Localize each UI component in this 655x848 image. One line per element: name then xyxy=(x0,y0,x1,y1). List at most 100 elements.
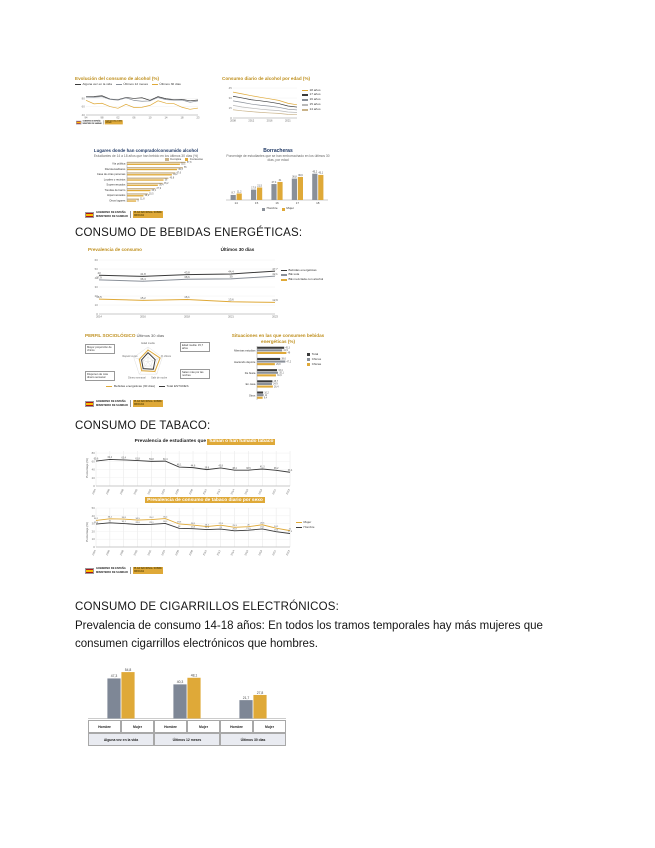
svg-text:2016: 2016 xyxy=(267,118,273,122)
svg-text:16,1: 16,1 xyxy=(184,295,190,299)
svg-text:2012: 2012 xyxy=(248,118,254,122)
svg-text:22,4: 22,4 xyxy=(205,527,210,529)
svg-text:0: 0 xyxy=(93,545,95,549)
logo-gobierno-text: GOBIERNO DE ESPAÑA xyxy=(82,120,101,123)
svg-text:57,8: 57,8 xyxy=(187,162,192,164)
ecig-sex-cell: Mujer xyxy=(253,720,286,733)
svg-text:40: 40 xyxy=(92,467,96,471)
svg-text:20: 20 xyxy=(95,294,99,298)
figure-title-highlight: fuman o han fumado tabaco xyxy=(207,438,276,445)
figure-title: PERFIL SOCIOLÓGICO xyxy=(85,333,136,338)
svg-text:2018: 2018 xyxy=(184,314,190,318)
radar-note: Salen más por las noches xyxy=(180,369,210,380)
svg-text:54,8: 54,8 xyxy=(125,668,132,672)
svg-text:23,1: 23,1 xyxy=(260,527,265,529)
svg-text:38,2: 38,2 xyxy=(274,467,279,469)
svg-text:23,1: 23,1 xyxy=(152,190,157,192)
ecig-category-cell: Últimos 30 días xyxy=(220,733,286,746)
svg-text:20,8: 20,8 xyxy=(232,528,237,530)
svg-text:2014: 2014 xyxy=(96,314,102,318)
svg-text:63,4: 63,4 xyxy=(121,457,126,459)
svg-text:Salir de noche: Salir de noche xyxy=(151,376,168,379)
svg-text:2004: 2004 xyxy=(160,549,166,556)
svg-text:21,5: 21,5 xyxy=(246,528,251,530)
svg-text:48,1: 48,1 xyxy=(191,674,198,678)
gobierno-logo: GOBIERNO DE ESPAÑA MINISTERIO DE SANIDAD… xyxy=(85,209,163,220)
svg-text:34,1: 34,1 xyxy=(94,518,99,520)
svg-text:2018: 2018 xyxy=(257,549,263,556)
svg-text:36,2: 36,2 xyxy=(108,516,113,518)
figure-ecig: 47,3 54,8 40,3 48,1 21,7 27,8 Hombre Mujer Ho… xyxy=(88,658,286,750)
figure-energeticas-prevalencia: Prevalencia de consumo Últimos 30 días 0… xyxy=(88,247,333,327)
svg-text:40: 40 xyxy=(82,113,86,117)
radar-note: Disponen de más dinero semanal xyxy=(85,371,115,382)
line-chart-energeticas: 0 10 20 30 40 50 60 2014 2016 2018 2021 2023 43 41,8 4… xyxy=(88,255,278,321)
svg-text:2021: 2021 xyxy=(271,549,277,556)
figure-title-prefix: Prevalencia de estudiantes que xyxy=(134,439,208,444)
svg-text:25,3: 25,3 xyxy=(232,525,237,527)
svg-text:41,3: 41,3 xyxy=(260,466,265,468)
svg-text:30,4: 30,4 xyxy=(159,185,164,187)
svg-text:15,2: 15,2 xyxy=(140,296,146,300)
legend-alcohol-tramos: 18 años 17 años 16 años 15 años 14 años xyxy=(302,83,332,125)
svg-text:28,8: 28,8 xyxy=(135,522,140,524)
svg-text:2000: 2000 xyxy=(132,487,138,494)
svg-text:36,4: 36,4 xyxy=(140,276,146,280)
radar-note: Edad media: 15,7 años xyxy=(180,342,210,353)
svg-text:38,6: 38,6 xyxy=(184,274,190,278)
svg-text:17: 17 xyxy=(296,201,300,205)
logo-ministerio-text: MINISTERIO DE SANIDAD xyxy=(82,122,102,125)
svg-text:35,8: 35,8 xyxy=(122,517,127,519)
svg-text:Hipermercados: Hipermercados xyxy=(107,193,126,197)
svg-text:45: 45 xyxy=(229,86,233,90)
svg-text:38,6: 38,6 xyxy=(281,359,286,361)
svg-text:40,8: 40,8 xyxy=(170,178,175,180)
svg-text:44,4: 44,4 xyxy=(228,269,234,273)
svg-text:46,1: 46,1 xyxy=(177,464,182,466)
svg-text:12,9: 12,9 xyxy=(272,298,278,302)
svg-text:Otros lugares: Otros lugares xyxy=(109,198,126,202)
svg-text:10,2: 10,2 xyxy=(264,392,269,394)
svg-text:1996: 1996 xyxy=(105,549,111,556)
svg-text:24: 24 xyxy=(178,526,181,528)
pnsd-badge: PLAN NACIONAL SOBRE DROGAS xyxy=(133,211,163,218)
svg-text:31: 31 xyxy=(279,179,282,182)
heading-cigarrillos-electronicos: CONSUMO DE CIGARRILLOS ELECTRÓNICOS: xyxy=(75,601,340,613)
svg-text:49: 49 xyxy=(288,353,291,355)
svg-text:41,9: 41,9 xyxy=(283,350,288,352)
svg-text:30: 30 xyxy=(95,285,99,289)
line-chart-alcohol-evolucion: 40 60 80 94 98 02 06 10 14 18 23 xyxy=(75,87,201,122)
svg-text:59,8: 59,8 xyxy=(149,459,154,461)
ecig-sex-cell: Mujer xyxy=(187,720,220,733)
logo-gobierno-text: GOBIERNO DE ESPAÑA xyxy=(96,567,126,571)
radar-note: Mayor proporción de chicos xyxy=(85,344,115,355)
svg-text:Edad media: Edad media xyxy=(141,342,155,345)
svg-text:Tiendas de barrio: Tiendas de barrio xyxy=(105,188,126,192)
svg-text:20: 20 xyxy=(92,475,96,479)
svg-text:33,4: 33,4 xyxy=(278,370,283,372)
svg-text:43,1: 43,1 xyxy=(318,172,323,175)
spain-flag-icon xyxy=(85,567,94,574)
gobierno-logo: GOBIERNO DE ESPAÑA MINISTERIO DE SANIDAD… xyxy=(85,565,163,576)
svg-text:60,4: 60,4 xyxy=(163,458,168,460)
heading-bebidas-energeticas: CONSUMO DE BEBIDAS ENERGÉTICAS: xyxy=(75,227,303,239)
svg-text:1994: 1994 xyxy=(91,487,97,494)
pnsd-badge: PLAN NACIONAL SOBRE DROGAS xyxy=(133,400,163,407)
svg-text:2023: 2023 xyxy=(285,549,291,556)
svg-text:2006: 2006 xyxy=(174,487,180,494)
figure-tabaco: Prevalencia de estudiantes que fuman o h… xyxy=(85,438,325,564)
svg-text:38,4: 38,4 xyxy=(232,467,237,469)
svg-text:98: 98 xyxy=(101,115,104,119)
svg-text:28,1: 28,1 xyxy=(191,523,196,525)
svg-text:39,8: 39,8 xyxy=(205,467,210,469)
svg-text:Discotecas/bares: Discotecas/bares xyxy=(105,167,126,171)
logo-ministerio-text: MINISTERIO DE SANIDAD xyxy=(96,214,128,218)
svg-text:50: 50 xyxy=(92,506,96,510)
svg-text:14: 14 xyxy=(165,115,168,119)
svg-text:36,4: 36,4 xyxy=(163,516,168,518)
svg-text:10: 10 xyxy=(95,303,99,307)
svg-text:06: 06 xyxy=(133,115,136,119)
svg-text:39: 39 xyxy=(229,274,233,278)
spain-flag-icon xyxy=(76,120,82,125)
svg-text:29,8: 29,8 xyxy=(276,364,281,366)
